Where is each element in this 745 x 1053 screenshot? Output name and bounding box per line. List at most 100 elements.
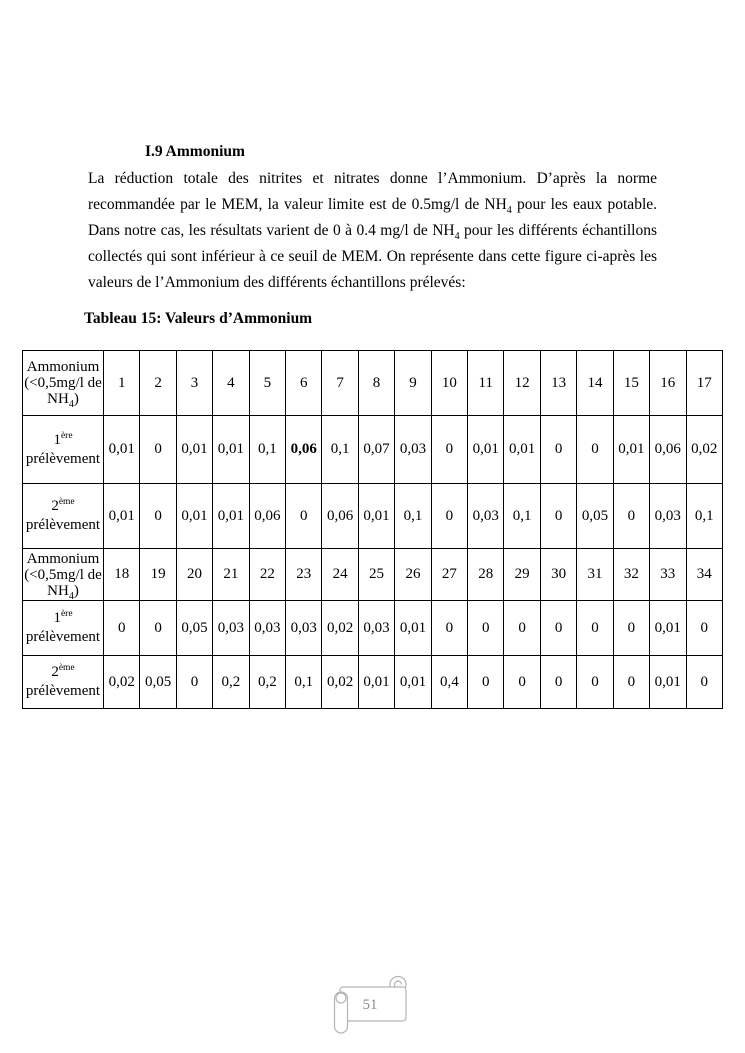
value-cell: 0,07 — [357, 415, 396, 484]
value-cell: 0,05 — [139, 655, 177, 709]
value-cell: 0 — [539, 483, 578, 549]
table-row: 2ème prélèvement 0,01 0 0,01 0,01 0,06 0 0,06 0,0… — [22, 483, 723, 549]
column-header: 1 — [102, 350, 141, 416]
value-cell: 0 — [503, 655, 541, 709]
column-header: 18 — [102, 548, 141, 601]
value-cell: 0 — [576, 655, 614, 709]
value-cell: 0,01 — [503, 415, 541, 484]
table-title: Tableau 15: Valeurs d’Ammonium — [84, 310, 313, 327]
value-cell: 0 — [139, 483, 177, 549]
subscript-nh4: 4 — [506, 205, 512, 217]
value-cell: 0,01 — [102, 483, 141, 549]
value-cell: 0,06 — [321, 483, 359, 549]
column-header: 10 — [430, 350, 469, 416]
value-cell: 0,01 — [212, 415, 250, 484]
value-cell: 0 — [539, 600, 578, 656]
column-header: 32 — [612, 548, 651, 601]
table-corner-label: Ammonium (<0,5mg/l de NH4) — [22, 548, 104, 601]
value-cell: 0 — [612, 655, 651, 709]
column-header: 25 — [357, 548, 396, 601]
value-cell: 0,05 — [175, 600, 214, 656]
column-header: 9 — [394, 350, 432, 416]
value-cell: 0,02 — [321, 655, 359, 709]
value-cell: 0 — [467, 655, 505, 709]
value-cell: 0,1 — [321, 415, 359, 484]
table-row: 1ère prélèvement 0 0 0,05 0,03 0,03 0,03 0,02 0,0… — [22, 600, 723, 656]
column-header: 12 — [503, 350, 541, 416]
value-cell: 0 — [685, 600, 723, 656]
column-header: 11 — [467, 350, 505, 416]
ammonium-table: Ammonium (<0,5mg/l de NH4) 1 2 3 4 5 6 7 8 9 10 11 1… — [22, 350, 723, 709]
value-cell: 0,01 — [649, 600, 687, 656]
row-label: 1ère prélèvement — [22, 415, 104, 484]
column-header: 33 — [649, 548, 687, 601]
value-cell: 0,01 — [175, 415, 214, 484]
table-body: Ammonium (<0,5mg/l de NH4) 1 2 3 4 5 6 7 8 9 10 11 1… — [22, 350, 723, 709]
value-cell: 0,1 — [285, 655, 323, 709]
column-header: 2 — [139, 350, 177, 416]
table-row: Ammonium (<0,5mg/l de NH4) 18 19 20 21 22 23 24… — [22, 548, 723, 601]
value-cell: 0,1 — [394, 483, 432, 549]
section-heading: I.9 Ammonium — [145, 143, 245, 160]
value-cell: 0 — [430, 600, 469, 656]
value-cell: 0,01 — [394, 655, 432, 709]
value-cell: 0 — [430, 483, 469, 549]
value-cell: 0,01 — [212, 483, 250, 549]
value-cell: 0,01 — [467, 415, 505, 484]
value-cell: 0,01 — [394, 600, 432, 656]
value-cell: 0,03 — [357, 600, 396, 656]
value-cell: 0,02 — [102, 655, 141, 709]
value-cell: 0,02 — [685, 415, 723, 484]
value-cell: 0,01 — [357, 655, 396, 709]
value-cell: 0 — [285, 483, 323, 549]
value-cell: 0,2 — [248, 655, 287, 709]
scroll-banner-icon: 51 — [333, 975, 407, 1034]
column-header: 4 — [212, 350, 250, 416]
value-cell: 0 — [102, 600, 141, 656]
column-header: 5 — [248, 350, 287, 416]
paragraph-text: pour les eaux potable. Dans notre cas, l… — [88, 196, 657, 239]
column-header: 22 — [248, 548, 287, 601]
value-cell: 0,1 — [248, 415, 287, 484]
value-cell: 0 — [430, 415, 469, 484]
page-footer: 51 — [332, 974, 412, 1036]
value-cell: 0 — [576, 600, 614, 656]
paragraph-text: La réduction totale des nitrites et nitr… — [88, 170, 657, 213]
value-cell: 0 — [539, 655, 578, 709]
column-header: 7 — [321, 350, 359, 416]
row-label: 2ème prélèvement — [22, 483, 104, 549]
value-cell: 0 — [175, 655, 214, 709]
column-header: 8 — [357, 350, 396, 416]
value-cell: 0 — [539, 415, 578, 484]
column-header: 6 — [285, 350, 323, 416]
column-header: 26 — [394, 548, 432, 601]
table-row: 1ère prélèvement 0,01 0 0,01 0,01 0,1 0,06 0,1 0,… — [22, 415, 723, 484]
column-header: 15 — [612, 350, 651, 416]
subscript-nh4: 4 — [454, 231, 460, 243]
row-label: 1ère prélèvement — [22, 600, 104, 656]
value-cell: 0,05 — [576, 483, 614, 549]
column-header: 29 — [503, 548, 541, 601]
column-header: 31 — [576, 548, 614, 601]
value-cell: 0,03 — [649, 483, 687, 549]
value-cell: 0,01 — [649, 655, 687, 709]
value-cell: 0,06 — [649, 415, 687, 484]
paragraph-text: pour les différents échantillons collect… — [88, 222, 657, 291]
value-cell: 0,06 — [285, 415, 323, 484]
value-cell: 0,4 — [430, 655, 469, 709]
value-cell: 0,2 — [212, 655, 250, 709]
table-row: Ammonium (<0,5mg/l de NH4) 1 2 3 4 5 6 7 8 9 10 11 1… — [22, 350, 723, 416]
value-cell: 0,02 — [321, 600, 359, 656]
value-cell: 0,01 — [357, 483, 396, 549]
page-number: 51 — [363, 997, 378, 1013]
value-cell: 0 — [612, 483, 651, 549]
column-header: 20 — [175, 548, 214, 601]
value-cell: 0,1 — [685, 483, 723, 549]
value-cell: 0,1 — [503, 483, 541, 549]
column-header: 34 — [685, 548, 723, 601]
value-cell: 0 — [467, 600, 505, 656]
row-label: 2ème prélèvement — [22, 655, 104, 709]
table-row: 2ème prélèvement 0,02 0,05 0 0,2 0,2 0,1 0,02 0,0… — [22, 655, 723, 709]
column-header: 24 — [321, 548, 359, 601]
